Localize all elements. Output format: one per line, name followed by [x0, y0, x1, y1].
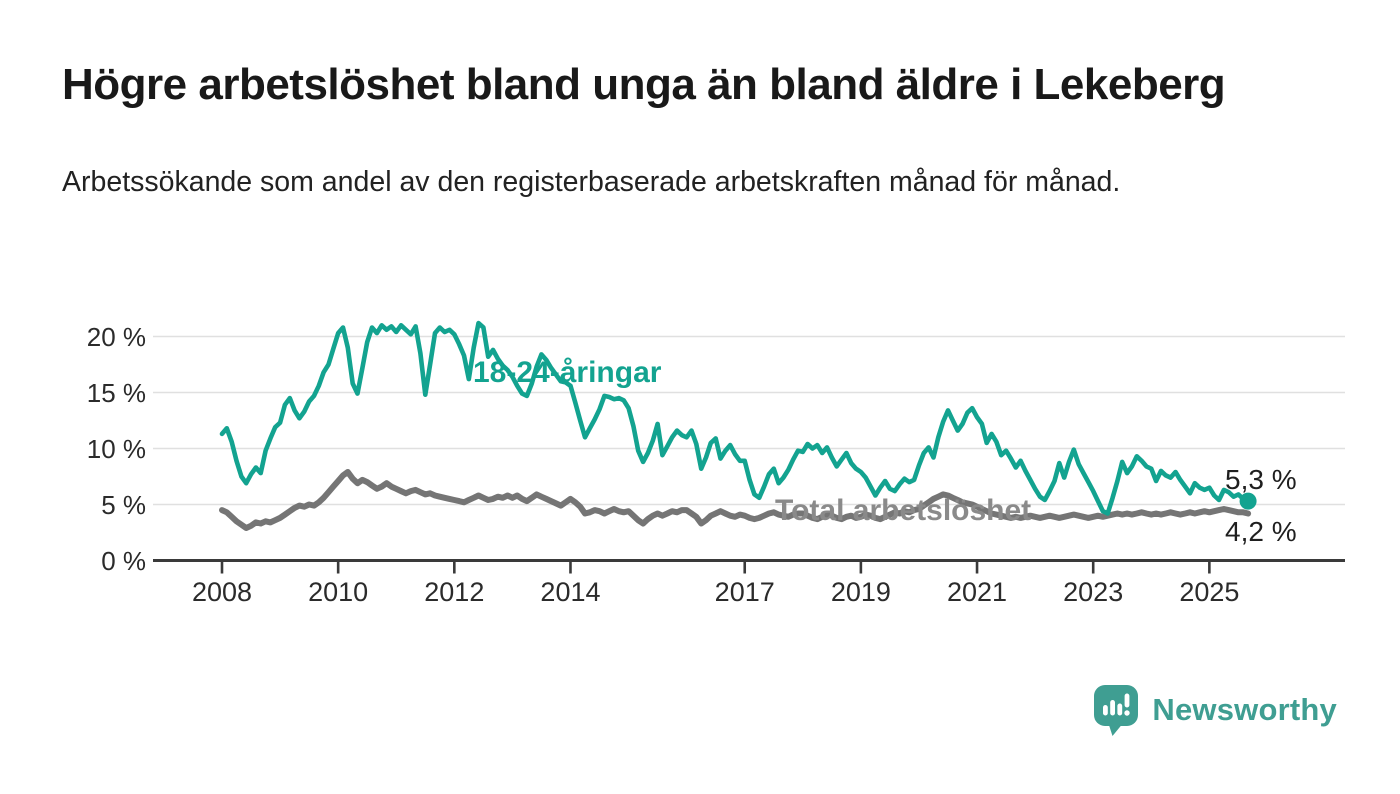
y-axis-tick-label: 15 % — [86, 377, 146, 408]
page-subtitle: Arbetssökande som andel av den registerb… — [62, 166, 1121, 198]
x-axis-tick-label: 2019 — [830, 577, 891, 607]
x-axis-tick-label: 2014 — [540, 577, 601, 607]
end-value-label-total: 4,2 % — [1225, 516, 1297, 547]
end-value-label-youth: 5,3 % — [1225, 464, 1297, 495]
newsworthy-logo-icon — [1094, 685, 1139, 736]
youth-line-end-dot — [1239, 492, 1257, 510]
x-axis-tick-label: 2023 — [1063, 577, 1124, 607]
y-axis-tick-label: 10 % — [86, 433, 146, 464]
y-axis-tick-label: 5 % — [101, 489, 146, 520]
y-axis-tick-label: 20 % — [86, 321, 146, 352]
x-axis-tick-label: 2010 — [308, 577, 369, 607]
x-axis-tick-label: 2012 — [424, 577, 485, 607]
x-axis-tick-label: 2017 — [714, 577, 775, 607]
total-line — [219, 469, 1252, 531]
x-axis-tick-label: 2008 — [191, 577, 253, 607]
page-title: Högre arbetslöshet bland unga än bland ä… — [62, 60, 1226, 109]
y-axis-tick-label: 0 % — [101, 545, 146, 576]
youth-line — [219, 320, 1251, 516]
newsworthy-logo-text: Newsworthy — [1152, 692, 1337, 727]
x-axis-tick-label: 2021 — [946, 577, 1008, 607]
series-label-total: Total arbetslöshet — [775, 494, 1032, 527]
x-axis-tick-label: 2025 — [1179, 577, 1240, 607]
newsworthy-logo: Newsworthy — [1093, 684, 1337, 736]
series-label-youth: 18-24-åringar — [473, 356, 662, 389]
